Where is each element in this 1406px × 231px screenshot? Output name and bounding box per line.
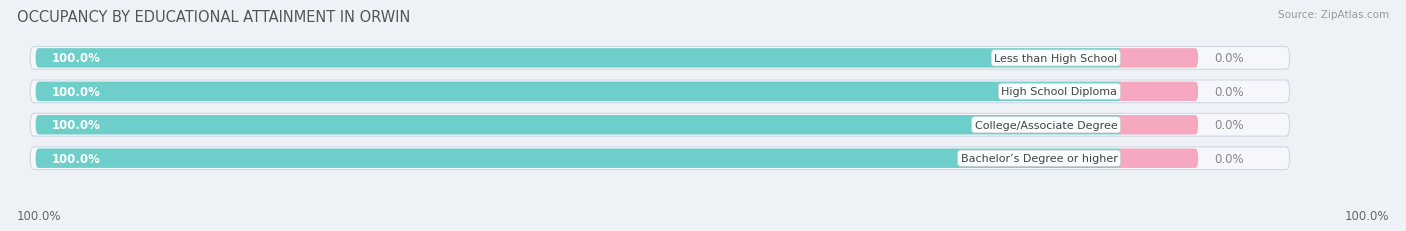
Text: 0.0%: 0.0% [1215,119,1244,132]
Text: Bachelor’s Degree or higher: Bachelor’s Degree or higher [960,154,1118,164]
FancyBboxPatch shape [35,49,1123,68]
FancyBboxPatch shape [1118,49,1198,68]
Text: 100.0%: 100.0% [52,52,101,65]
Text: 100.0%: 100.0% [52,152,101,165]
Text: Less than High School: Less than High School [994,54,1118,64]
FancyBboxPatch shape [35,116,1123,135]
FancyBboxPatch shape [35,82,1123,102]
Text: Source: ZipAtlas.com: Source: ZipAtlas.com [1278,10,1389,20]
FancyBboxPatch shape [30,114,1289,137]
Text: 100.0%: 100.0% [1344,209,1389,222]
Text: 100.0%: 100.0% [52,85,101,98]
Text: 100.0%: 100.0% [52,119,101,132]
Text: OCCUPANCY BY EDUCATIONAL ATTAINMENT IN ORWIN: OCCUPANCY BY EDUCATIONAL ATTAINMENT IN O… [17,10,411,25]
Text: College/Associate Degree: College/Associate Degree [974,120,1118,130]
Text: 0.0%: 0.0% [1215,85,1244,98]
Text: 100.0%: 100.0% [17,209,62,222]
FancyBboxPatch shape [1118,116,1198,135]
Text: 0.0%: 0.0% [1215,52,1244,65]
FancyBboxPatch shape [1118,149,1198,168]
FancyBboxPatch shape [35,149,1123,168]
FancyBboxPatch shape [30,47,1289,70]
FancyBboxPatch shape [30,81,1289,103]
FancyBboxPatch shape [30,147,1289,170]
Text: High School Diploma: High School Diploma [1001,87,1118,97]
FancyBboxPatch shape [1118,82,1198,102]
Text: 0.0%: 0.0% [1215,152,1244,165]
